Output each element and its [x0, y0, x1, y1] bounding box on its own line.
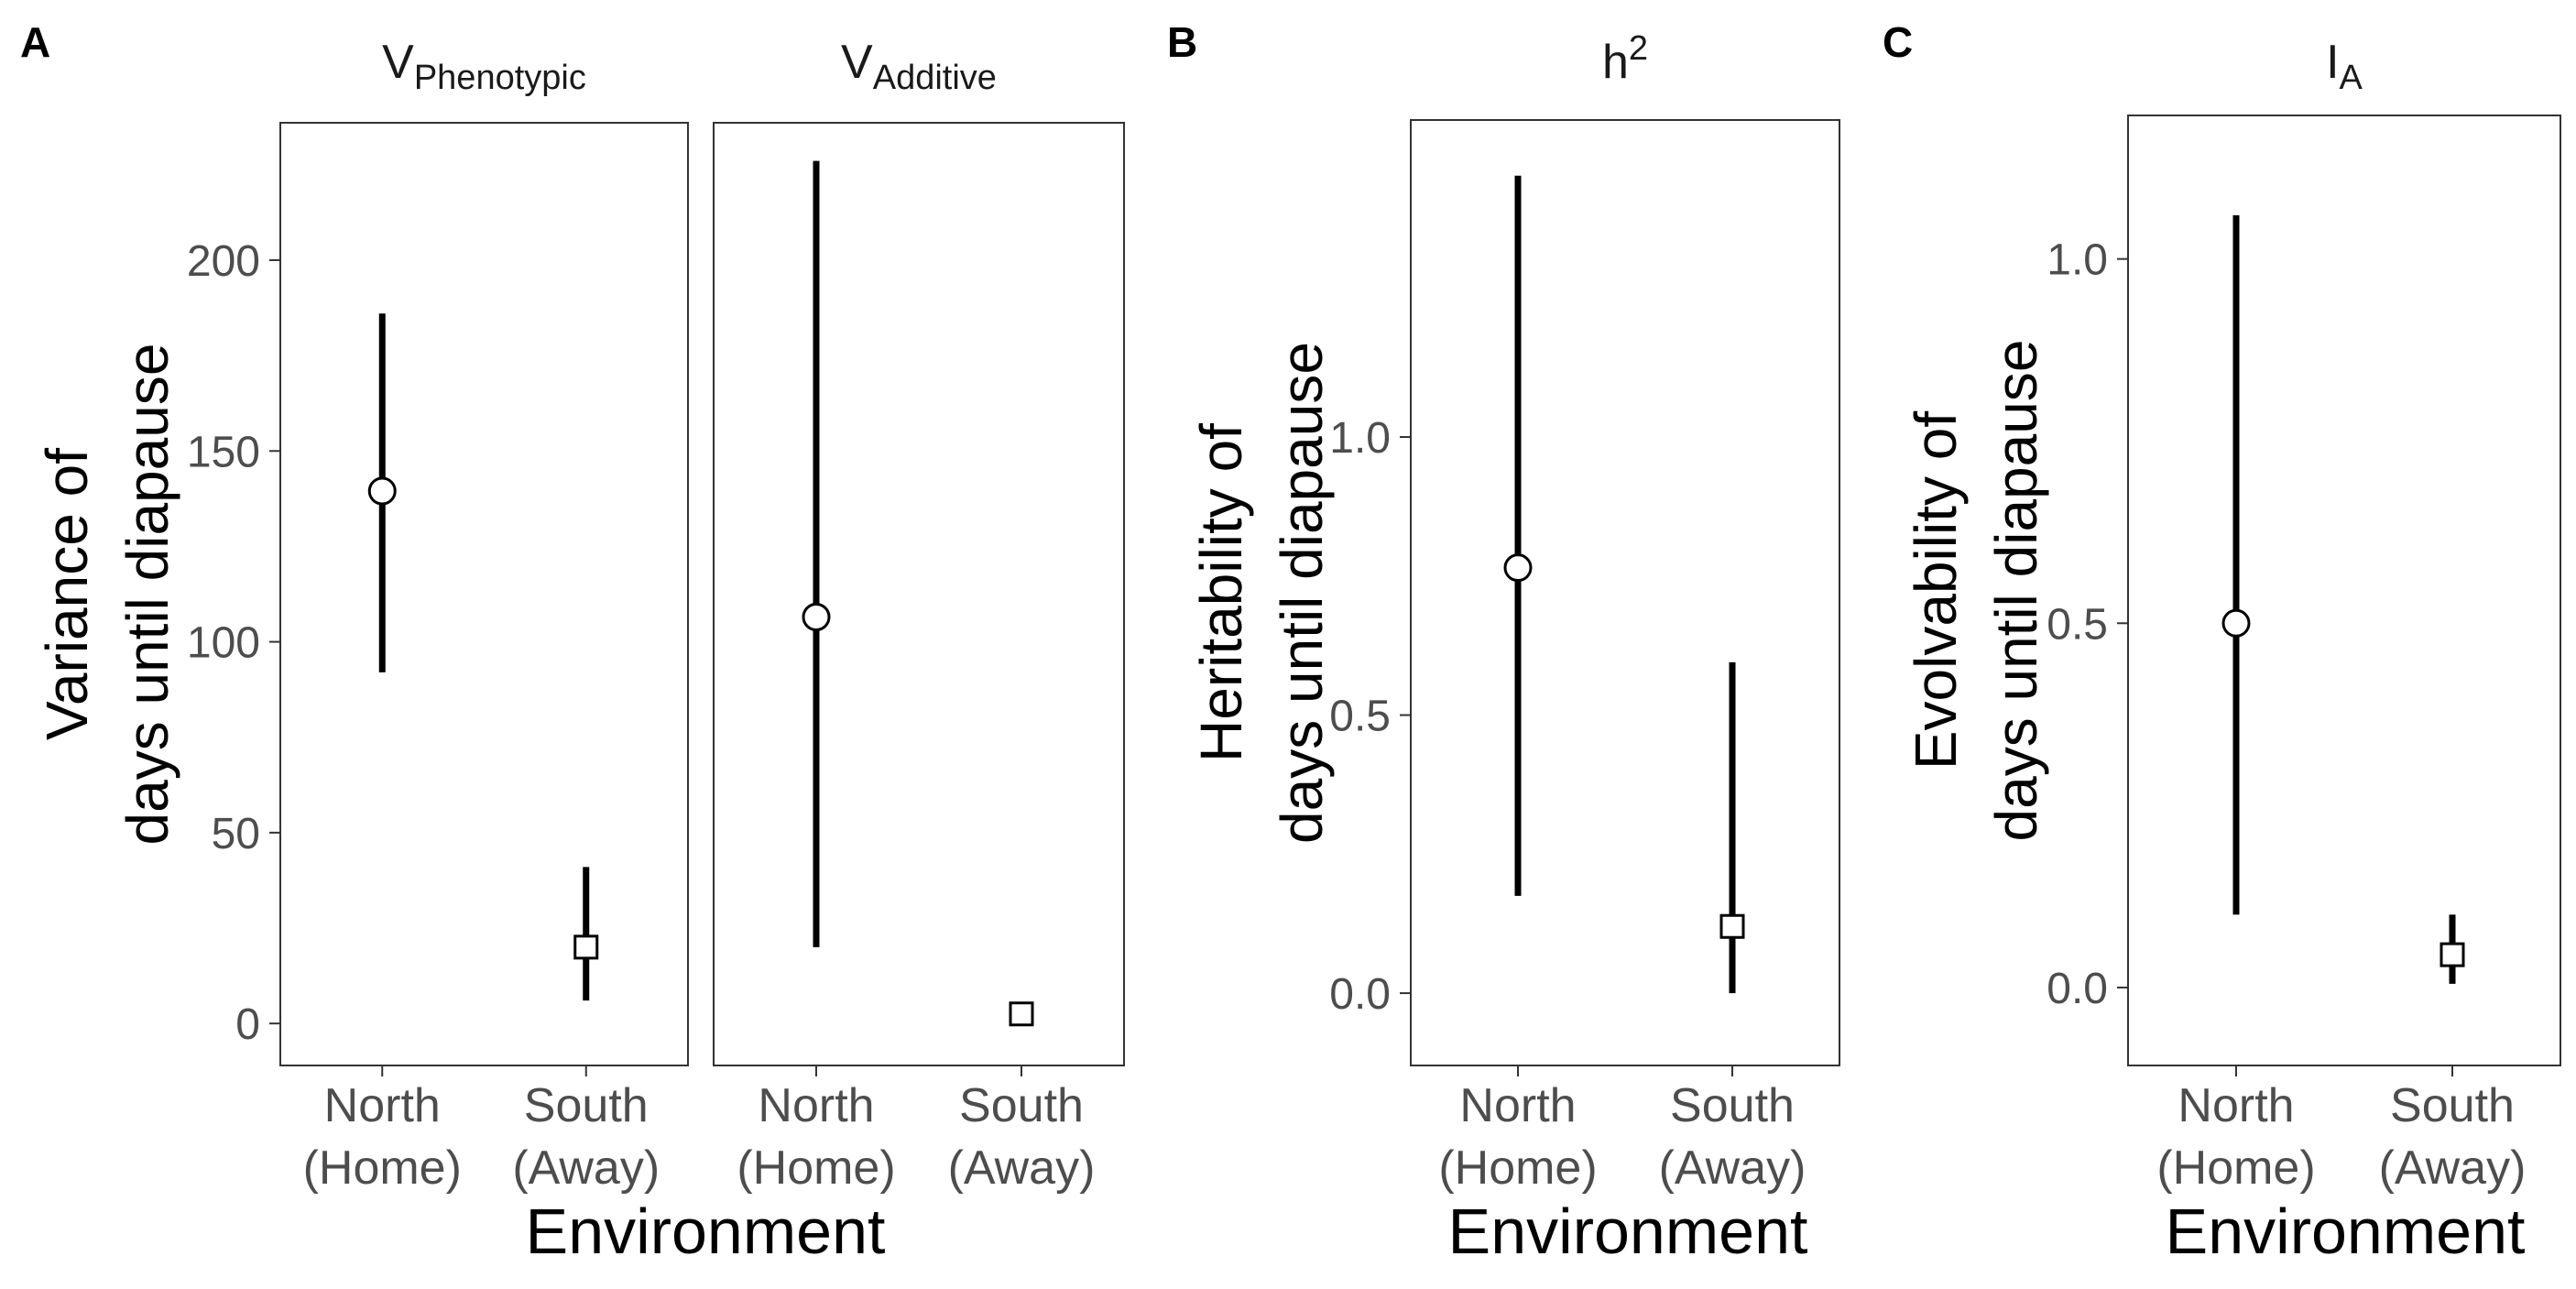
panel-label: B [1167, 18, 1197, 66]
y-tick-label: 200 [187, 237, 260, 286]
y-tick-label: 0 [235, 1000, 260, 1049]
x-tick-label: (Home) [2156, 1142, 2315, 1195]
y-axis-title-line: days until diapause [1983, 340, 2049, 842]
x-tick-label: (Home) [737, 1142, 895, 1195]
point-marker-circle [2221, 608, 2251, 638]
facet-title-superscript: 2 [1629, 29, 1648, 68]
x-tick-label: South [1670, 1079, 1795, 1132]
y-tick-label: 50 [212, 810, 260, 858]
panel-label: A [20, 18, 50, 66]
y-axis-title-line: days until diapause [115, 344, 180, 846]
facet-frame [1410, 119, 1840, 1066]
y-tick-label: 100 [187, 619, 260, 668]
facet-title-main: h [1602, 36, 1629, 89]
y-axis-title-line: Evolvability of [1903, 411, 1969, 770]
facet: IA North (Home) South (Away) [2127, 36, 2561, 1195]
facet: VAdditive North (Home) South (Away) [713, 36, 1125, 1195]
point-marker-square [1719, 913, 1745, 939]
facet-frame [713, 122, 1125, 1066]
facet-frame [2127, 115, 2561, 1066]
x-tick-label: (Home) [303, 1142, 462, 1195]
facet: VPhenotypic North (Home) South (Away) [279, 36, 689, 1195]
point-marker-square [1009, 1001, 1034, 1027]
facet-title: IA [2326, 36, 2363, 97]
y-axis-title-line: Heritability of [1188, 423, 1254, 762]
facet-title: h2 [1602, 29, 1648, 89]
x-tick-label: North [758, 1079, 874, 1132]
x-axis-title: Environment [526, 1196, 886, 1267]
point-marker-square [2440, 942, 2465, 967]
facet-frame [279, 122, 689, 1066]
y-tick-label: 0.0 [1329, 970, 1391, 1019]
x-tick-label: North [324, 1079, 441, 1132]
x-tick-label: South [959, 1079, 1084, 1132]
x-tick-label: South [2390, 1079, 2515, 1132]
x-tick-label: (Home) [1438, 1142, 1597, 1195]
y-tick-label: 0.5 [1329, 693, 1391, 741]
panel-b: B Heritability of days until diapause 0.0 0.… [1167, 18, 1840, 1267]
x-tick-label: (Away) [948, 1142, 1096, 1195]
point-marker-circle [1503, 553, 1533, 583]
y-axis-title-line: days until diapause [1269, 342, 1335, 844]
x-tick-label: (Away) [1659, 1142, 1806, 1195]
facet-title-subscript: A [2340, 59, 2363, 97]
x-axis-title: Environment [2166, 1196, 2526, 1267]
facet-title-subscript: Additive [873, 59, 997, 97]
facet-title: VAdditive [841, 36, 997, 97]
x-tick-label: North [2178, 1079, 2294, 1132]
facet-title-main: V [841, 36, 873, 89]
facet-title: VPhenotypic [382, 36, 586, 97]
x-axis-title: Environment [1448, 1196, 1808, 1267]
y-tick-label: 0.5 [2047, 600, 2108, 649]
y-tick-label: 1.0 [1329, 414, 1391, 463]
facet-title-subscript: Phenotypic [414, 59, 586, 97]
x-tick-label: North [1459, 1079, 1576, 1132]
point-marker-circle [802, 602, 831, 631]
y-tick-label: 1.0 [2047, 236, 2108, 285]
y-axis-title-line: Variance of [34, 448, 100, 740]
panel-a: A Variance of days until diapause 0 50 100 150… [20, 18, 1125, 1267]
facet-title-main: V [382, 36, 414, 89]
x-tick-label: South [524, 1079, 649, 1132]
x-tick-label: (Away) [512, 1142, 660, 1195]
facet: h2 North (Home) South (Away) [1410, 29, 1840, 1195]
point-marker-circle [367, 476, 397, 506]
y-tick-label: 150 [187, 428, 260, 476]
panel-c: C Evolvability of days until diapause 0.0 0.… [1883, 18, 2561, 1267]
facet-title-main: I [2326, 36, 2339, 89]
point-marker-square [573, 934, 599, 960]
y-tick-label: 0.0 [2047, 965, 2108, 1013]
x-tick-label: (Away) [2379, 1142, 2527, 1195]
panel-label: C [1883, 18, 1913, 66]
